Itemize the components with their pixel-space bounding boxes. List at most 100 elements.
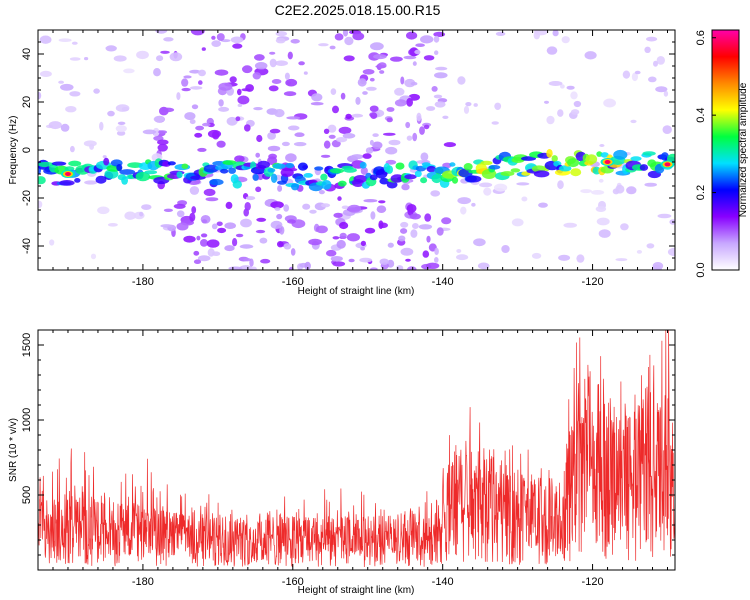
noise-blob xyxy=(473,103,478,107)
noise-blob xyxy=(189,186,200,195)
noise-blob xyxy=(195,125,205,131)
noise-blob xyxy=(200,233,208,238)
y-tick-label: 1000 xyxy=(21,408,33,432)
noise-blob xyxy=(351,113,364,118)
noise-blob xyxy=(58,38,72,42)
noise-blob xyxy=(360,246,365,251)
noise-blob xyxy=(139,211,144,217)
band-blob xyxy=(353,175,368,183)
band-blob xyxy=(121,176,128,185)
noise-blob xyxy=(113,55,127,62)
noise-blob xyxy=(622,70,631,79)
noise-blob xyxy=(360,166,368,175)
band-blob xyxy=(585,154,598,165)
noise-blob xyxy=(234,155,245,163)
noise-blob xyxy=(346,233,360,242)
band-blob xyxy=(59,180,75,186)
noise-blob xyxy=(546,46,558,55)
noise-blob xyxy=(663,90,669,97)
noise-blob xyxy=(251,266,257,270)
y-tick-label: 40 xyxy=(21,48,33,60)
noise-blob xyxy=(362,91,368,95)
noise-blob xyxy=(285,78,298,87)
noise-blob xyxy=(667,247,675,257)
noise-blob xyxy=(479,182,493,188)
noise-blob xyxy=(560,84,565,89)
noise-blob xyxy=(516,182,530,186)
band-blob xyxy=(630,156,642,162)
noise-blob xyxy=(70,145,75,153)
band-blob xyxy=(220,168,229,174)
noise-blob xyxy=(355,96,361,105)
noise-blob xyxy=(90,253,97,260)
noise-blob xyxy=(304,261,311,270)
noise-blob xyxy=(494,183,508,192)
noise-blob xyxy=(216,33,225,41)
band-blob xyxy=(144,170,158,175)
noise-blob xyxy=(379,70,385,74)
band-blob xyxy=(267,168,276,173)
noise-blob xyxy=(244,202,251,211)
noise-blob xyxy=(424,213,432,222)
noise-blob xyxy=(65,106,77,113)
noise-blob xyxy=(191,104,199,110)
noise-blob xyxy=(336,137,348,143)
y-tick-label: 500 xyxy=(21,486,33,504)
noise-blob xyxy=(237,95,250,105)
noise-blob xyxy=(212,251,221,256)
noise-blob xyxy=(350,154,364,160)
band-blob xyxy=(359,161,367,169)
noise-blob xyxy=(93,88,100,94)
colorbar: 0.0 0.2 0.4 0.6 Normalized spectral amplitu… xyxy=(695,29,749,278)
noise-blob xyxy=(198,69,206,77)
noise-blob xyxy=(38,200,43,209)
noise-blob xyxy=(433,94,443,99)
noise-blob xyxy=(267,132,276,140)
noise-blob xyxy=(71,41,78,45)
noise-blob xyxy=(561,36,570,44)
noise-blob xyxy=(38,92,42,100)
noise-blob xyxy=(544,100,549,104)
noise-blob xyxy=(603,98,616,108)
noise-blob xyxy=(277,241,284,248)
colorbar-tick-label: 0.0 xyxy=(695,262,707,277)
noise-blob xyxy=(345,113,352,120)
noise-blob xyxy=(400,76,405,85)
noise-blob xyxy=(270,220,283,229)
noise-blob xyxy=(598,229,611,238)
noise-blob xyxy=(442,115,449,120)
noise-blob xyxy=(339,221,349,230)
noise-blob xyxy=(412,132,418,142)
band-blob xyxy=(426,165,437,173)
noise-blob xyxy=(254,54,265,61)
noise-blob xyxy=(123,68,135,74)
noise-blob xyxy=(286,116,301,120)
noise-blob xyxy=(332,261,346,267)
band-blob xyxy=(209,178,224,186)
noise-blob xyxy=(89,143,94,150)
noise-blob xyxy=(237,88,242,96)
noise-blob xyxy=(412,61,417,66)
noise-blob xyxy=(359,257,373,263)
noise-blob xyxy=(473,238,486,247)
noise-blob xyxy=(255,152,260,158)
band-blob xyxy=(343,167,357,173)
band-blob xyxy=(642,151,656,156)
noise-blob xyxy=(214,69,229,76)
noise-blob xyxy=(97,206,110,215)
noise-blob xyxy=(630,119,637,124)
noise-blob xyxy=(570,91,578,100)
noise-blob xyxy=(570,109,580,115)
colorbar-tick-label: 0.4 xyxy=(695,108,707,123)
band-blob xyxy=(449,162,456,167)
band-blob xyxy=(38,176,46,185)
colorbar-tick-label: 0.2 xyxy=(695,185,707,200)
noise-blob xyxy=(352,32,365,41)
band-blob xyxy=(431,174,442,184)
noise-blob xyxy=(644,182,657,187)
noise-blob xyxy=(48,121,62,130)
noise-blob xyxy=(163,208,173,212)
noise-blob xyxy=(400,228,408,234)
noise-blob xyxy=(365,147,374,154)
noise-blob xyxy=(378,62,387,69)
